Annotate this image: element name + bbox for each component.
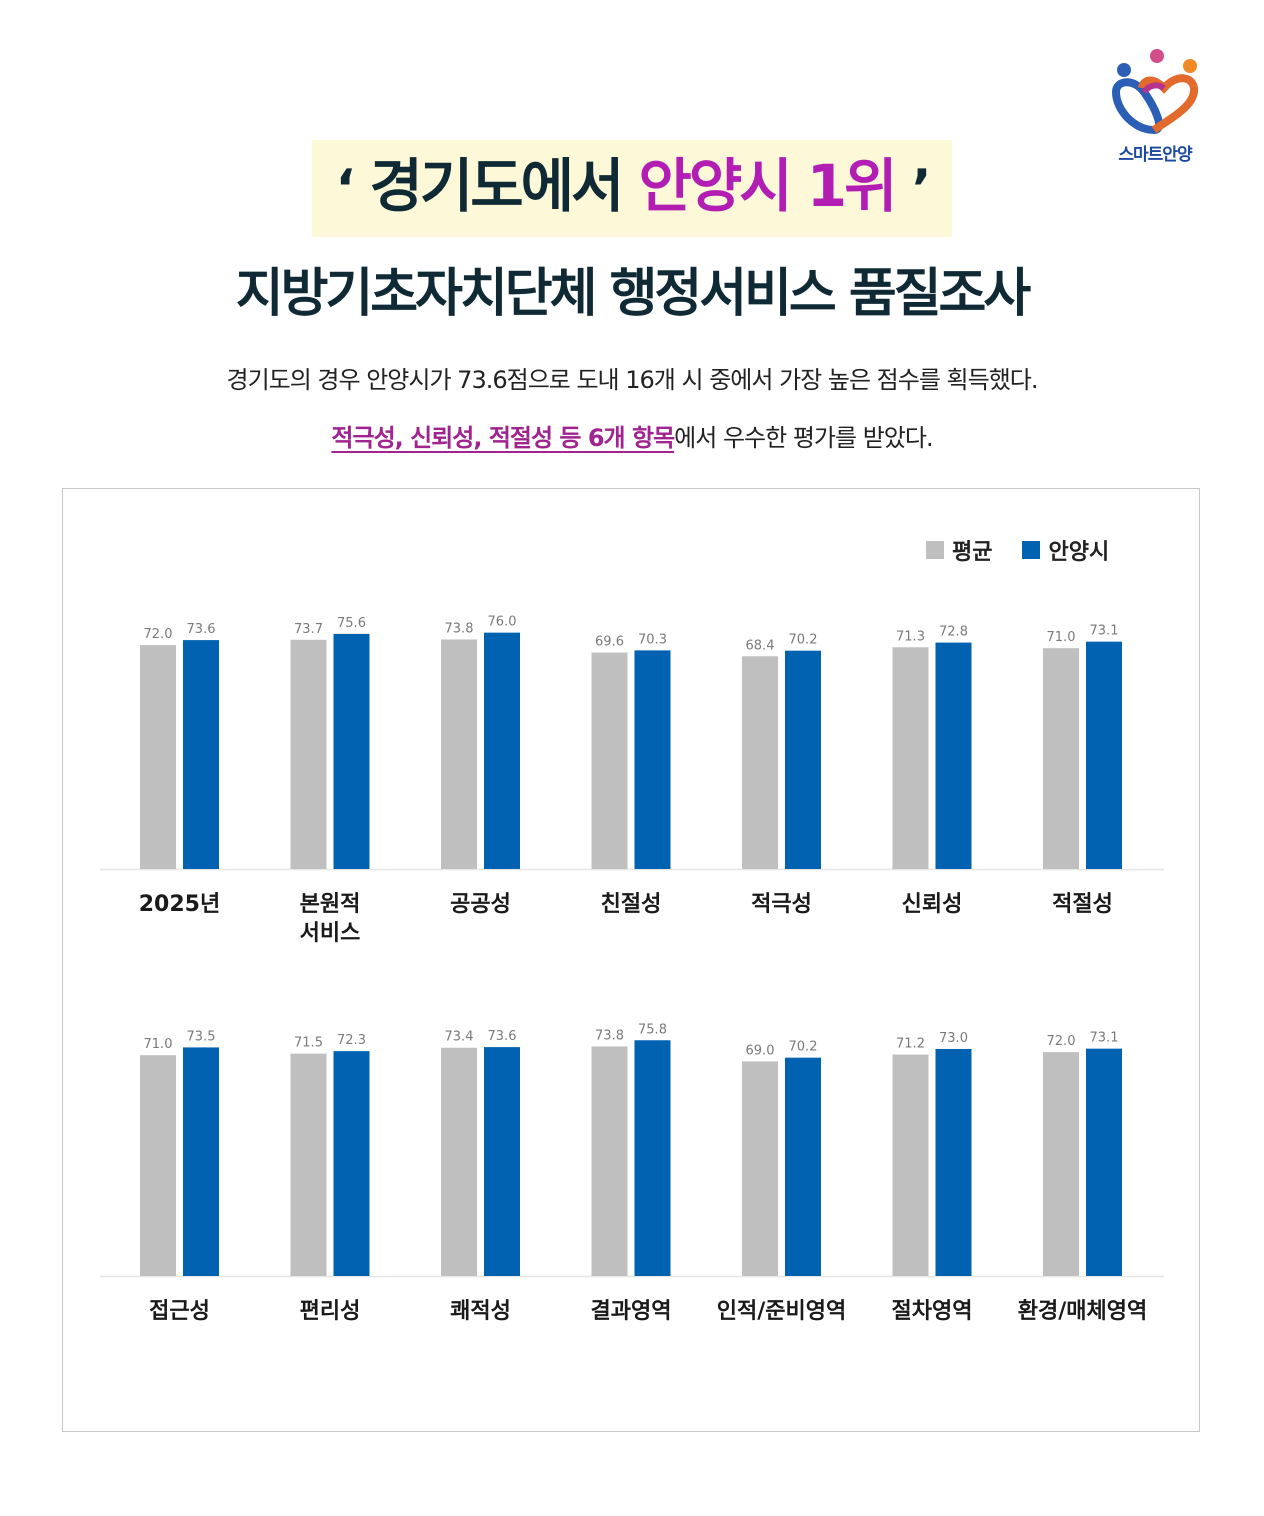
data-label: 71.2 bbox=[896, 1037, 925, 1052]
bar-average bbox=[1043, 1052, 1079, 1276]
category-label: 절차영역 bbox=[892, 1299, 973, 1324]
category-label: 편리성 bbox=[300, 1299, 361, 1324]
bar-average bbox=[1043, 648, 1079, 869]
legend-swatch-average bbox=[926, 541, 944, 559]
data-label: 73.6 bbox=[187, 622, 216, 637]
description-rest: 에서 우수한 평가를 받았다. bbox=[674, 424, 933, 452]
bar-anyang bbox=[1086, 641, 1122, 869]
bar-average bbox=[742, 1061, 778, 1276]
logo: 스마트안양 bbox=[1100, 48, 1210, 168]
headline-accent: 안양시 1위 bbox=[638, 152, 898, 220]
bar-anyang bbox=[1086, 1048, 1122, 1276]
headline-prefix: 경기도에서 bbox=[369, 152, 639, 220]
data-label: 73.1 bbox=[1090, 1031, 1119, 1046]
bar-average bbox=[591, 652, 628, 869]
bar-average bbox=[892, 647, 929, 869]
data-label: 69.6 bbox=[595, 635, 624, 650]
legend-item-anyang: 안양시 bbox=[1022, 534, 1109, 566]
category-label: 신뢰성 bbox=[902, 892, 963, 917]
data-label: 73.8 bbox=[445, 621, 474, 636]
bar-anyang bbox=[634, 1040, 671, 1276]
data-label: 75.8 bbox=[638, 1022, 667, 1037]
category-label: 환경/매체영역 bbox=[1018, 1299, 1147, 1324]
data-label: 76.0 bbox=[488, 615, 517, 630]
category-label: 친절성 bbox=[601, 892, 662, 917]
bar-average bbox=[591, 1046, 628, 1276]
data-label: 72.0 bbox=[144, 627, 173, 642]
legend-label-anyang: 안양시 bbox=[1048, 540, 1110, 565]
headline-open-quote: ‘ bbox=[335, 159, 356, 219]
data-label: 71.0 bbox=[1047, 630, 1076, 645]
data-label: 70.2 bbox=[789, 1040, 818, 1055]
bar-average bbox=[140, 645, 176, 869]
logo-heart-icon bbox=[1111, 49, 1198, 135]
data-label: 73.8 bbox=[595, 1028, 624, 1043]
bar-average bbox=[441, 639, 477, 869]
category-label: 쾌적성 bbox=[450, 1299, 511, 1324]
headline-close-quote: ’ bbox=[911, 159, 932, 219]
bar-average bbox=[140, 1055, 176, 1276]
bar-anyang bbox=[935, 1048, 972, 1276]
category-label: 접근성 bbox=[149, 1299, 210, 1324]
bar-average bbox=[742, 656, 778, 869]
data-label: 72.0 bbox=[1047, 1034, 1076, 1049]
bar-anyang bbox=[785, 650, 821, 869]
logo-text: 스마트안양 bbox=[1118, 145, 1192, 165]
bar-anyang bbox=[333, 1051, 370, 1276]
headline: ‘ 경기도에서 안양시 1위 ’ bbox=[311, 140, 953, 237]
data-label: 71.0 bbox=[144, 1037, 173, 1052]
data-label: 73.6 bbox=[488, 1029, 517, 1044]
category-label: 적극성 bbox=[751, 892, 812, 917]
category-label: 2025년 bbox=[139, 892, 220, 917]
legend: 평균 안양시 bbox=[926, 535, 1139, 565]
bar-average bbox=[290, 1053, 327, 1276]
legend-label-average: 평균 bbox=[952, 540, 993, 565]
legend-item-average: 평균 bbox=[926, 534, 992, 566]
description-line2: 적극성, 신뢰성, 적절성 등 6개 항목에서 우수한 평가를 받았다. bbox=[0, 418, 1264, 458]
data-label: 73.7 bbox=[294, 622, 323, 637]
data-label: 73.0 bbox=[939, 1031, 968, 1046]
bar-anyang bbox=[183, 1047, 219, 1276]
legend-swatch-anyang bbox=[1022, 541, 1041, 559]
bar-anyang bbox=[935, 642, 972, 869]
data-label: 71.5 bbox=[294, 1036, 323, 1051]
bar-average bbox=[290, 639, 327, 869]
bar-anyang bbox=[785, 1057, 821, 1276]
bar-anyang bbox=[484, 632, 520, 869]
category-label: 결과영역 bbox=[591, 1299, 672, 1324]
data-label: 71.3 bbox=[896, 629, 925, 644]
data-label: 72.3 bbox=[337, 1033, 366, 1048]
category-label: 인적/준비영역 bbox=[717, 1299, 846, 1324]
description-line1: 경기도의 경우 안양시가 73.6점으로 도내 16개 시 중에서 가장 높은 … bbox=[226, 366, 1038, 394]
category-label: 본원적 bbox=[300, 892, 361, 917]
data-label: 73.1 bbox=[1090, 624, 1119, 639]
subtitle: 지방기초자치단체 행정서비스 품질조사 bbox=[235, 264, 1032, 324]
category-label: 적절성 bbox=[1052, 892, 1113, 917]
data-label: 70.3 bbox=[638, 632, 667, 647]
data-label: 70.2 bbox=[789, 633, 818, 648]
bar-average bbox=[441, 1047, 477, 1276]
chart-frame bbox=[62, 488, 1200, 1432]
bar-anyang bbox=[183, 640, 219, 869]
data-label: 73.5 bbox=[187, 1029, 216, 1044]
bar-anyang bbox=[484, 1047, 520, 1276]
bar-anyang bbox=[634, 650, 671, 869]
category-label: 서비스 bbox=[300, 921, 361, 946]
data-label: 75.6 bbox=[337, 616, 366, 631]
bar-average bbox=[892, 1054, 929, 1276]
bar-anyang bbox=[333, 633, 370, 869]
category-label: 공공성 bbox=[450, 892, 511, 917]
data-label: 69.0 bbox=[746, 1043, 775, 1058]
data-label: 72.8 bbox=[939, 625, 968, 640]
headline-wrap: ‘ 경기도에서 안양시 1위 ’ bbox=[0, 140, 1264, 237]
data-label: 68.4 bbox=[746, 638, 775, 653]
description-highlight: 적극성, 신뢰성, 적절성 등 6개 항목 bbox=[331, 424, 675, 452]
data-label: 73.4 bbox=[445, 1030, 474, 1045]
